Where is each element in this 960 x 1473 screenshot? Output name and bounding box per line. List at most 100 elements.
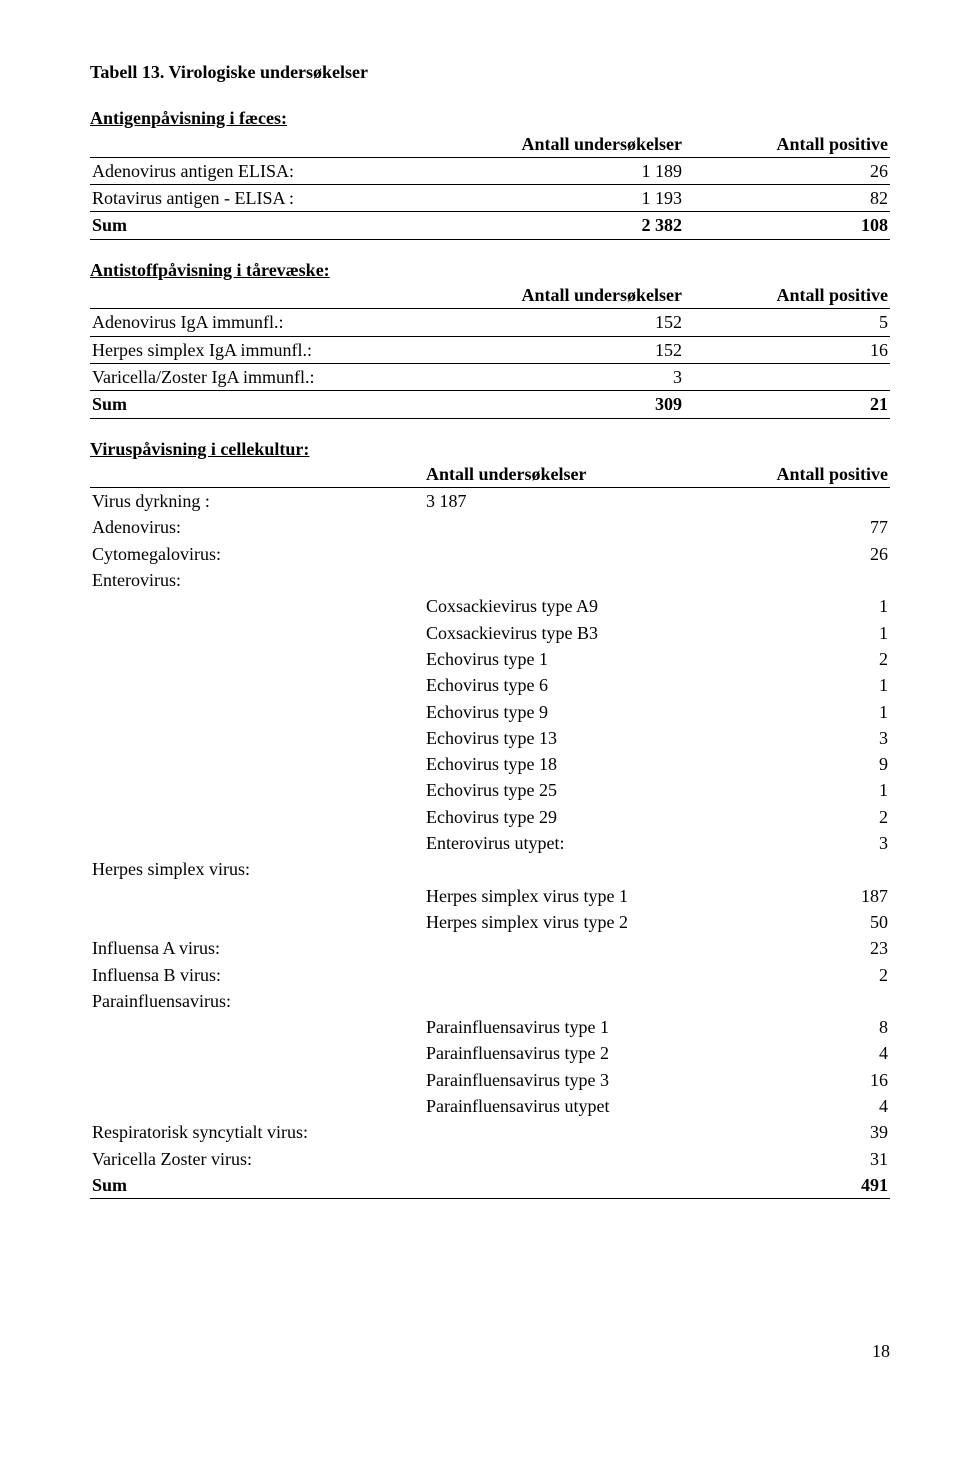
row-positive: 26 (690, 541, 890, 567)
row-label: Cytomegalovirus: (90, 541, 386, 567)
row-sublabel: Herpes simplex virus type 2 (386, 909, 690, 935)
row-label: Varicella/Zoster IgA immunfl.: (90, 363, 450, 390)
col-header-positive: Antall positive (690, 131, 890, 158)
row-label: Parainfluensavirus: (90, 988, 386, 1014)
row-tests: 152 (450, 336, 690, 363)
row-positive: 31 (690, 1146, 890, 1172)
row-label (90, 672, 386, 698)
section-header-celle: Viruspåvisning i cellekultur: (90, 437, 890, 461)
sum-label: Sum (90, 391, 450, 418)
row-tests (386, 935, 690, 961)
row-sublabel: Coxsackievirus type B3 (386, 620, 690, 646)
row-positive: 1 (690, 593, 890, 619)
row-positive: 2 (690, 646, 890, 672)
col-header-positive: Antall positive (690, 282, 890, 309)
row-tests (386, 1119, 690, 1145)
row-sublabel: Echovirus type 1 (386, 646, 690, 672)
row-positive: 1 (690, 777, 890, 803)
row-positive: 2 (690, 962, 890, 988)
page-title: Tabell 13. Virologiske undersøkelser (90, 60, 890, 84)
row-tests: 3 (450, 363, 690, 390)
sum-positive: 21 (690, 391, 890, 418)
row-tests (386, 962, 690, 988)
sum-tests: 2 382 (450, 212, 690, 239)
row-positive: 2 (690, 804, 890, 830)
col-header-tests: Antall undersøkelser (450, 131, 690, 158)
row-label: Adenovirus: (90, 514, 386, 540)
row-tests (386, 567, 690, 593)
row-label: Adenovirus antigen ELISA: (90, 157, 450, 184)
row-sublabel: Coxsackievirus type A9 (386, 593, 690, 619)
row-positive: 9 (690, 751, 890, 777)
row-positive: 4 (690, 1093, 890, 1119)
row-label (90, 1093, 386, 1119)
row-positive: 23 (690, 935, 890, 961)
row-sublabel: Echovirus type 13 (386, 725, 690, 751)
row-tests (386, 988, 690, 1014)
row-label (90, 646, 386, 672)
row-label (90, 909, 386, 935)
row-label: Adenovirus IgA immunfl.: (90, 309, 450, 336)
section-header-faeces: Antigenpåvisning i fæces: (90, 106, 890, 130)
page-number: 18 (90, 1339, 890, 1363)
row-positive: 5 (690, 309, 890, 336)
row-label (90, 1014, 386, 1040)
row-label: Virus dyrkning : (90, 488, 386, 515)
row-label (90, 883, 386, 909)
col-header-tests: Antall undersøkelser (386, 461, 690, 488)
row-label (90, 777, 386, 803)
row-tests: 1 189 (450, 157, 690, 184)
row-positive (690, 567, 890, 593)
row-positive (690, 363, 890, 390)
row-positive: 77 (690, 514, 890, 540)
sum-tests (386, 1172, 690, 1199)
row-tests (386, 514, 690, 540)
row-tests (386, 541, 690, 567)
row-label: Rotavirus antigen - ELISA : (90, 185, 450, 212)
row-label: Herpes simplex IgA immunfl.: (90, 336, 450, 363)
row-label: Influensa A virus: (90, 935, 386, 961)
row-label (90, 620, 386, 646)
row-sublabel: Echovirus type 25 (386, 777, 690, 803)
row-positive: 26 (690, 157, 890, 184)
table-faeces: Antall undersøkelser Antall positive Ade… (90, 131, 890, 240)
table-celle: Antall undersøkelser Antall positive Vir… (90, 461, 890, 1199)
row-label: Herpes simplex virus: (90, 856, 386, 882)
row-label: Respiratorisk syncytialt virus: (90, 1119, 386, 1145)
row-label (90, 1067, 386, 1093)
row-positive (690, 856, 890, 882)
row-label (90, 725, 386, 751)
row-positive: 16 (690, 336, 890, 363)
row-positive: 1 (690, 672, 890, 698)
row-sublabel: Parainfluensavirus type 1 (386, 1014, 690, 1040)
row-label: Influensa B virus: (90, 962, 386, 988)
sum-tests: 309 (450, 391, 690, 418)
table-taare: Antall undersøkelser Antall positive Ade… (90, 282, 890, 418)
row-label (90, 1040, 386, 1066)
row-label: Enterovirus: (90, 567, 386, 593)
row-tests: 3 187 (386, 488, 690, 515)
col-header-tests: Antall undersøkelser (450, 282, 690, 309)
row-sublabel: Enterovirus utypet: (386, 830, 690, 856)
row-sublabel: Echovirus type 9 (386, 699, 690, 725)
row-tests: 152 (450, 309, 690, 336)
row-sublabel: Parainfluensavirus utypet (386, 1093, 690, 1119)
col-header-positive: Antall positive (690, 461, 890, 488)
row-positive: 82 (690, 185, 890, 212)
row-positive: 3 (690, 830, 890, 856)
row-label (90, 751, 386, 777)
row-positive: 1 (690, 699, 890, 725)
row-label (90, 699, 386, 725)
row-label (90, 830, 386, 856)
sum-positive: 108 (690, 212, 890, 239)
row-positive: 3 (690, 725, 890, 751)
row-positive (690, 488, 890, 515)
row-sublabel: Herpes simplex virus type 1 (386, 883, 690, 909)
row-label (90, 804, 386, 830)
row-label (90, 593, 386, 619)
row-sublabel: Echovirus type 6 (386, 672, 690, 698)
row-positive: 8 (690, 1014, 890, 1040)
row-sublabel: Echovirus type 18 (386, 751, 690, 777)
row-label: Varicella Zoster virus: (90, 1146, 386, 1172)
row-tests (386, 1146, 690, 1172)
